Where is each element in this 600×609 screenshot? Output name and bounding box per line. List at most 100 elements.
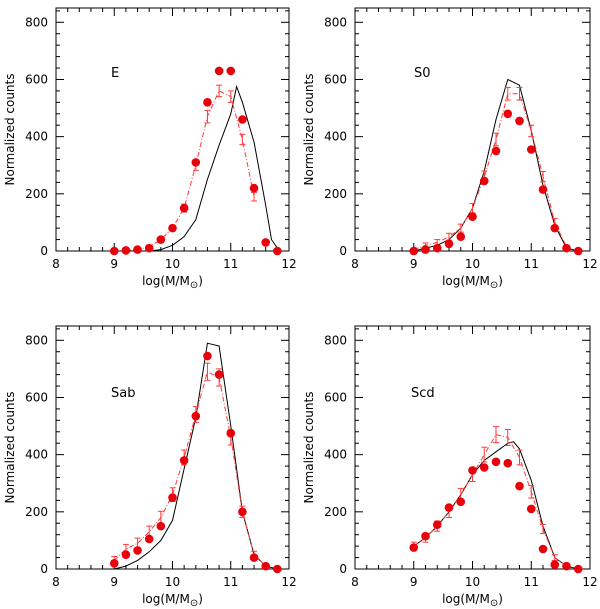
data-point xyxy=(144,243,154,253)
plot-frame xyxy=(55,325,290,570)
y-tick-label: 0 xyxy=(40,562,48,576)
model-line xyxy=(114,342,278,570)
panel-e: 8 9 10 11 12 0 200 400 600 800 log(M/M⊙) Normalized… xyxy=(3,7,297,291)
model-line xyxy=(114,84,278,252)
x-tick-label: 12 xyxy=(582,257,597,271)
y-tick-label: 0 xyxy=(339,562,347,576)
data-point xyxy=(468,466,477,475)
data-point xyxy=(109,558,119,568)
data-point xyxy=(479,176,489,186)
data-point xyxy=(249,183,259,193)
data-point xyxy=(409,543,419,552)
data-point xyxy=(409,246,419,256)
data-point xyxy=(121,246,131,255)
data-point xyxy=(421,245,430,254)
y-tick-label: 200 xyxy=(25,505,48,519)
y-tick-label: 400 xyxy=(324,130,347,144)
data-point xyxy=(550,223,560,233)
data-point xyxy=(538,544,548,554)
data-point xyxy=(156,521,166,531)
x-tick-label: 9 xyxy=(110,257,118,271)
error-bar xyxy=(540,171,546,183)
panel-label: Sab xyxy=(111,386,135,401)
plot-frame xyxy=(55,7,290,252)
data-point xyxy=(562,561,571,571)
y-tick-label: 800 xyxy=(324,333,347,347)
error-bar xyxy=(493,132,499,147)
data-point xyxy=(261,561,271,571)
x-tick-label: 9 xyxy=(410,575,418,589)
data-point xyxy=(168,223,177,233)
y-tick-label: 400 xyxy=(25,448,48,462)
data-point xyxy=(515,116,524,126)
data-point xyxy=(456,232,466,242)
x-tick-label: 10 xyxy=(165,575,180,589)
x-tick-label: 10 xyxy=(465,257,480,271)
data-point xyxy=(273,246,282,256)
error-bar xyxy=(493,426,499,444)
data-point xyxy=(203,98,212,107)
panel-scd: 8 9 10 11 12 0 200 400 600 800 log(M/M⊙) Normalized… xyxy=(302,325,598,609)
y-tick-label: 0 xyxy=(40,244,48,258)
x-tick-label: 10 xyxy=(465,575,480,589)
x-axis-title: log(M/M⊙) xyxy=(442,274,503,291)
data-point xyxy=(444,239,454,249)
data-point xyxy=(503,458,513,468)
x-tick-label: 12 xyxy=(582,575,597,589)
data-point xyxy=(573,246,583,256)
panel-label: Scd xyxy=(411,386,435,401)
data-point xyxy=(550,560,560,570)
x-tick-label: 12 xyxy=(281,575,296,589)
data-point xyxy=(168,493,177,502)
data-point xyxy=(526,504,536,514)
x-tick-label: 11 xyxy=(524,575,539,589)
y-tick-label: 800 xyxy=(25,15,48,29)
error-bar xyxy=(204,362,211,381)
y-tick-label: 200 xyxy=(324,187,347,201)
y-axis-title: Normalized counts xyxy=(3,74,17,186)
data-point xyxy=(226,66,236,76)
y-axis-title: Normalized counts xyxy=(302,392,316,504)
data-point xyxy=(144,534,154,544)
x-tick-label: 8 xyxy=(351,575,359,589)
y-tick-label: 0 xyxy=(339,244,347,258)
panel-label: S0 xyxy=(414,66,431,81)
data-point xyxy=(573,564,583,574)
data-point xyxy=(421,531,430,541)
data-point xyxy=(562,243,571,253)
x-tick-label: 9 xyxy=(410,257,418,271)
x-tick-label: 9 xyxy=(110,575,118,589)
x-tick-label: 12 xyxy=(281,257,296,271)
data-point xyxy=(156,235,166,244)
data-point xyxy=(479,463,489,472)
data-point xyxy=(526,145,536,154)
data-point xyxy=(179,456,189,465)
data-point xyxy=(238,507,247,517)
y-tick-label: 600 xyxy=(324,72,347,86)
data-point xyxy=(203,351,212,361)
error-bar xyxy=(504,428,511,446)
observed-line xyxy=(113,370,267,567)
y-tick-label: 600 xyxy=(25,72,48,86)
error-bar xyxy=(227,90,234,103)
panel-sab: 8 9 10 11 12 0 200 400 600 800 log(M/M⊙) Normalized… xyxy=(3,325,297,609)
data-point xyxy=(214,370,224,379)
y-tick-label: 600 xyxy=(324,390,347,404)
data-point xyxy=(273,564,282,574)
x-tick-label: 11 xyxy=(223,257,238,271)
data-point xyxy=(133,546,142,555)
error-bar xyxy=(204,109,211,124)
error-bar xyxy=(540,523,546,535)
error-bar xyxy=(504,86,511,101)
x-tick-label: 8 xyxy=(52,575,60,589)
data-point xyxy=(191,158,201,167)
y-tick-label: 200 xyxy=(25,187,48,201)
y-tick-label: 400 xyxy=(324,448,347,462)
plot-frame xyxy=(354,325,591,570)
error-bar xyxy=(528,124,535,138)
data-point xyxy=(491,146,501,156)
error-bar xyxy=(239,133,246,146)
data-point xyxy=(503,109,513,119)
error-bar xyxy=(457,223,464,233)
